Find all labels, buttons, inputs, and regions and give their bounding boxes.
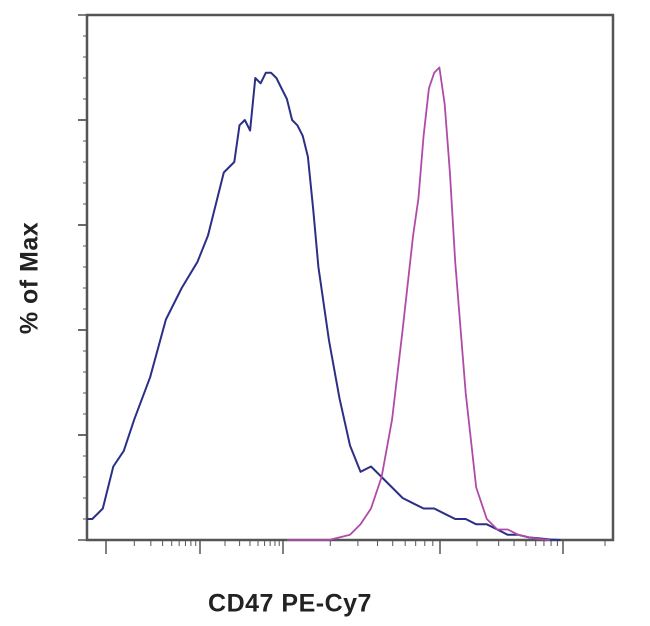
y-axis-ticks xyxy=(78,14,87,541)
plot-frame xyxy=(85,13,615,542)
stained-histogram-line xyxy=(286,66,550,541)
series-layer xyxy=(87,66,561,541)
x-axis-label: CD47 PE-Cy7 xyxy=(208,589,372,618)
control-histogram-line xyxy=(87,71,561,541)
y-axis-label: % of Max xyxy=(15,221,44,335)
x-axis-ticks xyxy=(105,540,606,554)
